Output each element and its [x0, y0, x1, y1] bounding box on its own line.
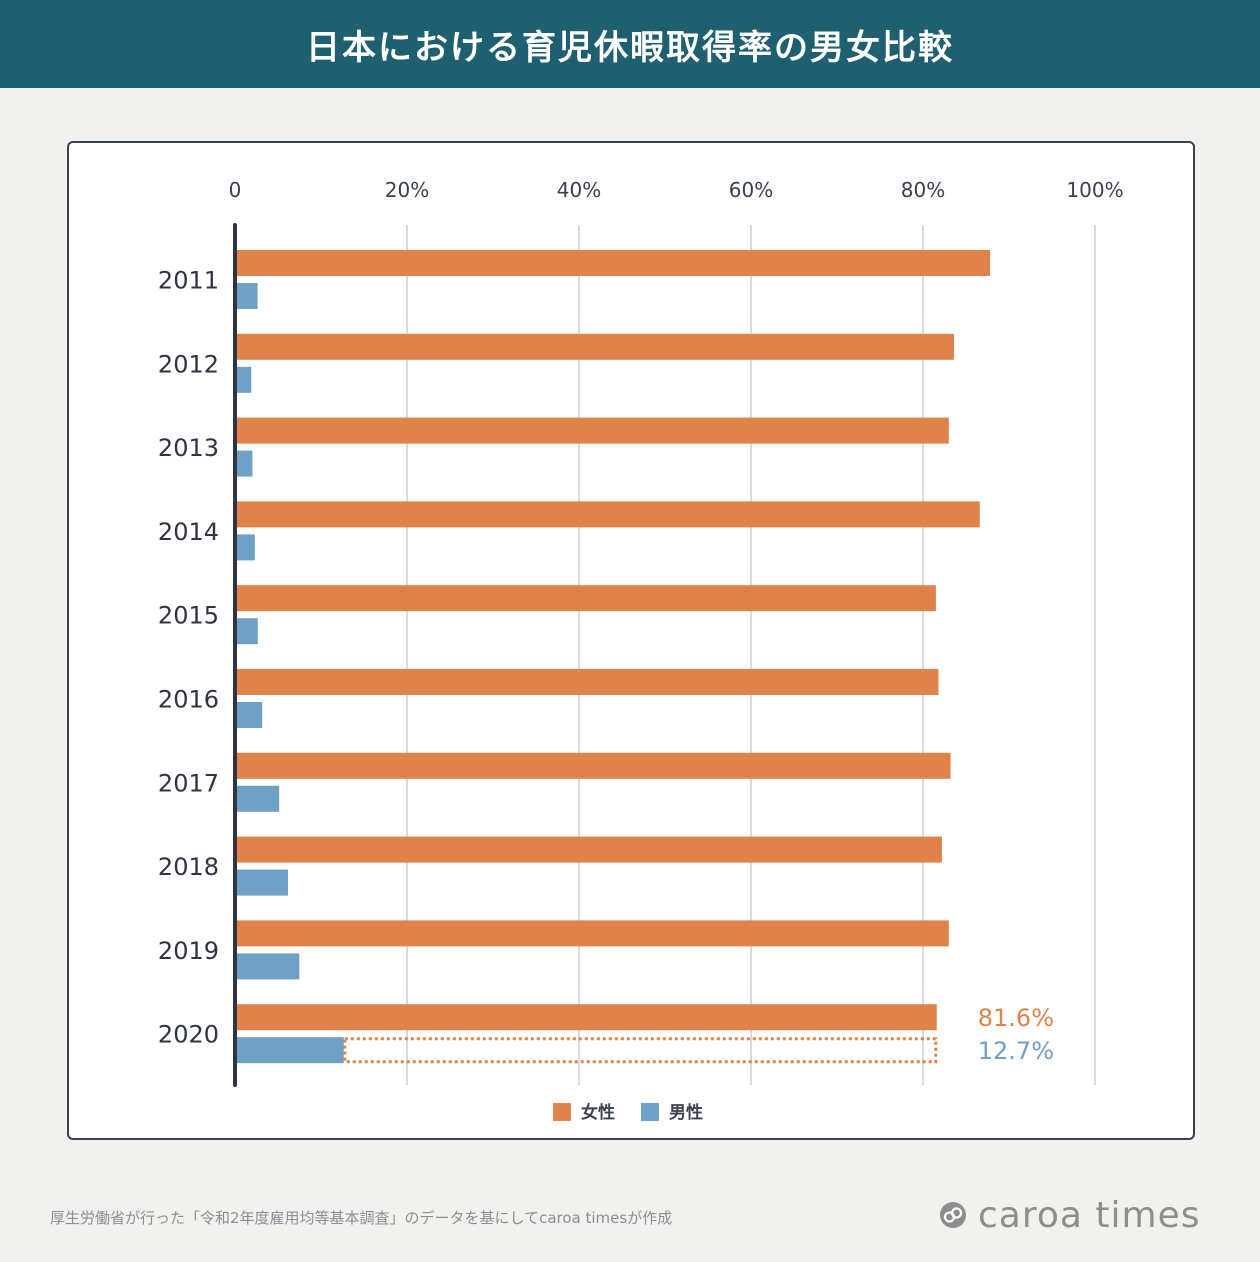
legend-label-male: 男性 — [669, 1102, 703, 1123]
brand-mark-icon — [940, 1202, 966, 1228]
x-tick-label: 40% — [557, 178, 601, 202]
year-label: 2015 — [158, 602, 219, 630]
gap-outline — [343, 1037, 938, 1064]
year-label: 2013 — [158, 434, 219, 462]
male-bar — [235, 366, 252, 393]
brand-logo: caroa times — [938, 1190, 1200, 1240]
year-label: 2012 — [158, 350, 219, 378]
male-bar — [235, 785, 280, 812]
x-tick-label: 60% — [729, 178, 773, 202]
male-bar — [235, 1037, 344, 1064]
male-bar — [235, 534, 255, 561]
year-label: 2019 — [158, 937, 219, 965]
female-bar — [235, 669, 939, 695]
female-bar — [235, 836, 942, 863]
female-bar — [235, 752, 951, 779]
male-bar — [235, 953, 300, 980]
x-tick-label: 0 — [229, 178, 242, 202]
male-bar — [235, 283, 258, 309]
female-bar — [235, 1004, 937, 1031]
female-value-label: 81.6% — [978, 1004, 1054, 1032]
year-label: 2017 — [158, 769, 219, 797]
year-label: 2020 — [158, 1021, 219, 1049]
female-bar — [235, 417, 949, 444]
source-note: 厚生労働省が行った「令和2年度雇用均等基本調査」のデータを基にしてcaroa t… — [50, 1209, 673, 1227]
page-title: 日本における育児休暇取得率の男女比較 — [306, 27, 954, 68]
brand-name: caroa times — [978, 1194, 1201, 1236]
year-label: 2011 — [158, 267, 219, 295]
female-bar — [235, 501, 980, 528]
male-bar — [235, 450, 253, 477]
bar-chart: 0 20% 40% 60% 80% 100% 2011 2012 2013 2014 2015 201… — [158, 178, 1124, 1123]
header-banner: 日本における育児休暇取得率の男女比較 — [0, 0, 1260, 88]
x-tick-label: 100% — [1066, 178, 1123, 202]
legend-label-female: 女性 — [581, 1102, 615, 1123]
x-tick-label: 80% — [901, 178, 945, 202]
female-bar — [235, 920, 949, 947]
male-bar — [235, 702, 263, 728]
legend-swatch-female — [553, 1103, 571, 1121]
female-bar — [235, 333, 954, 360]
legend-swatch-male — [641, 1103, 659, 1121]
male-bar — [235, 869, 288, 896]
year-label: 2014 — [158, 518, 219, 546]
female-bar — [235, 585, 936, 612]
male-value-label: 12.7% — [978, 1037, 1054, 1065]
x-tick-label: 20% — [385, 178, 429, 202]
male-bar — [235, 618, 258, 645]
female-bar — [235, 250, 991, 276]
year-label: 2016 — [158, 686, 219, 714]
year-label: 2018 — [158, 853, 219, 881]
chart-card: 0 20% 40% 60% 80% 100% 2011 2012 2013 2014 2015 201… — [67, 141, 1195, 1140]
